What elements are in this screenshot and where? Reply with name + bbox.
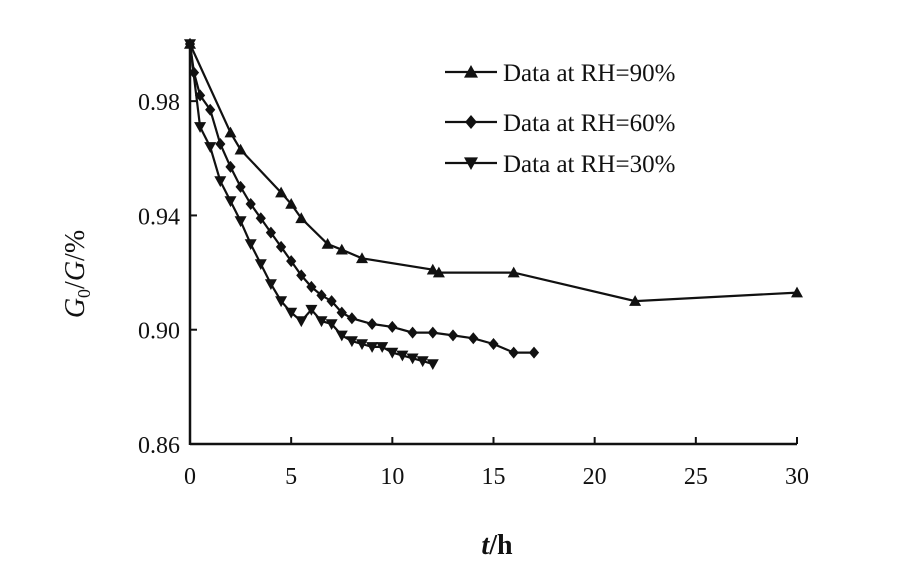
data-point <box>275 186 288 198</box>
data-point <box>356 339 368 350</box>
data-point <box>791 286 803 298</box>
data-point <box>194 122 207 133</box>
data-point <box>432 266 445 278</box>
legend-entry: Data at RH=60% <box>445 110 675 137</box>
data-point <box>426 263 439 275</box>
data-point <box>407 326 418 339</box>
data-point <box>205 103 216 116</box>
plot-area: 0 5 10 15 20 25 30 0.86 0.90 0.94 0.98 <box>138 38 809 490</box>
series-group <box>184 38 803 306</box>
data-point <box>234 143 247 155</box>
data-point <box>325 319 338 330</box>
data-point <box>396 350 409 362</box>
series-group <box>184 38 540 359</box>
series-line <box>188 43 534 354</box>
data-point <box>367 318 378 330</box>
legend-label: Data at RH=60% <box>503 110 675 137</box>
data-point <box>204 142 217 153</box>
x-tick-label: 20 <box>583 464 607 490</box>
y-tick-label: 0.90 <box>138 319 180 345</box>
y-tick-label: 0.98 <box>138 90 180 116</box>
data-point <box>275 240 287 253</box>
data-point <box>376 342 389 353</box>
data-point <box>488 338 499 350</box>
data-point <box>406 353 419 365</box>
data-point <box>464 157 478 170</box>
data-point <box>346 312 357 325</box>
data-point <box>316 289 327 302</box>
data-point <box>295 212 308 224</box>
data-point <box>336 306 347 319</box>
data-point <box>255 212 266 225</box>
data-point <box>416 356 429 368</box>
data-point <box>366 342 379 353</box>
data-point <box>386 347 399 359</box>
data-point <box>235 180 246 193</box>
x-axis-title-rest: /h <box>488 530 513 561</box>
data-point <box>468 332 479 345</box>
data-point <box>264 279 277 290</box>
x-tick-label: 5 <box>285 464 297 490</box>
data-point <box>315 316 328 328</box>
data-point <box>447 329 459 342</box>
data-point <box>426 359 439 370</box>
data-point <box>335 243 348 255</box>
series-line <box>188 43 434 366</box>
x-tick-label: 15 <box>482 464 506 490</box>
data-point <box>528 346 540 359</box>
data-point <box>285 307 298 319</box>
legend-entry: Data at RH=90% <box>445 60 675 87</box>
data-point <box>427 326 438 339</box>
data-point <box>387 320 398 333</box>
legend: Data at RH=90% Data at RH=60% Data at RH=3… <box>445 60 675 178</box>
data-point <box>275 296 288 308</box>
data-point <box>244 239 257 250</box>
data-point <box>245 198 256 210</box>
data-point <box>507 266 520 278</box>
legend-label: Data at RH=90% <box>503 60 675 87</box>
data-point <box>465 115 477 129</box>
y-tick-label: 0.94 <box>138 204 180 230</box>
data-point <box>335 330 348 342</box>
data-point <box>265 226 276 239</box>
data-point <box>215 138 226 150</box>
data-point <box>224 196 237 208</box>
data-point <box>296 269 307 282</box>
series-group <box>184 39 439 370</box>
data-point <box>224 126 237 138</box>
data-point <box>345 336 358 348</box>
x-axis-title-italic: t <box>481 530 490 561</box>
y-tick-label: 0.86 <box>138 433 180 459</box>
legend-entry: Data at RH=30% <box>445 151 675 178</box>
series-line <box>188 43 798 303</box>
data-point <box>321 238 334 249</box>
data-point <box>629 295 642 306</box>
data-point <box>234 216 247 228</box>
x-axis-title: t/h <box>481 530 513 561</box>
data-point <box>214 176 227 188</box>
data-point <box>286 255 297 268</box>
data-point <box>356 252 368 264</box>
data-point <box>285 198 298 209</box>
x-ticks: 0 5 10 15 20 25 30 <box>184 437 809 490</box>
y-ticks: 0.86 0.90 0.94 0.98 <box>138 90 197 459</box>
x-tick-label: 0 <box>184 464 196 490</box>
data-point <box>306 280 317 293</box>
data-point <box>225 160 236 173</box>
data-point <box>464 65 478 78</box>
x-tick-label: 30 <box>785 464 809 490</box>
data-point <box>326 295 337 308</box>
data-point <box>295 316 308 328</box>
data-point <box>184 39 196 50</box>
x-tick-label: 10 <box>380 464 404 490</box>
legend-label: Data at RH=30% <box>503 151 675 178</box>
data-point <box>305 304 318 316</box>
data-point <box>254 259 267 270</box>
x-tick-label: 25 <box>684 464 708 490</box>
data-point <box>508 346 519 359</box>
series-layer <box>184 38 803 370</box>
y-axis-title: G0/G/% <box>60 230 94 318</box>
